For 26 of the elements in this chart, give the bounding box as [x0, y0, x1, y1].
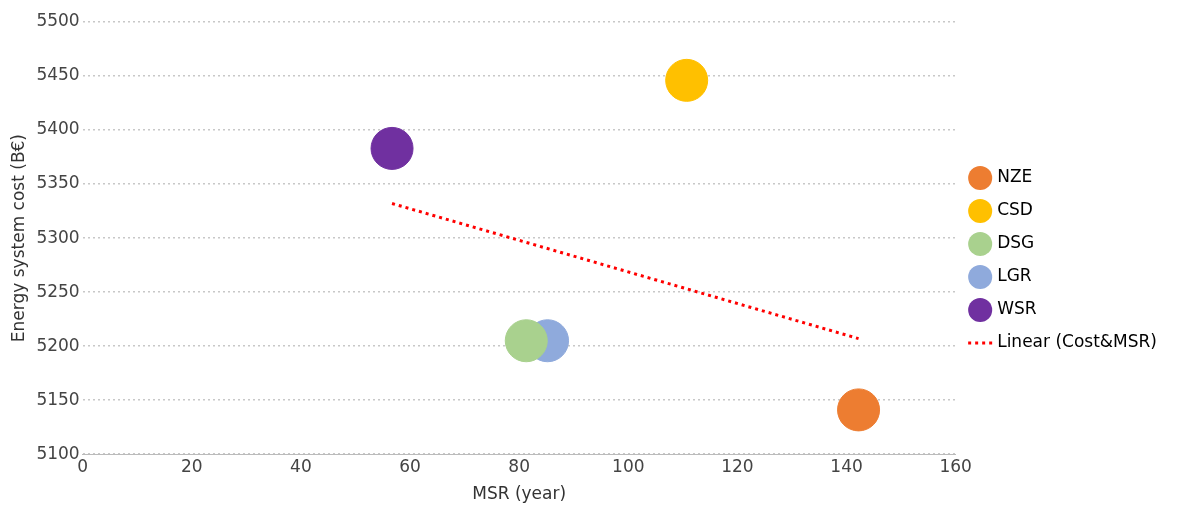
y-tick-label: 5450 — [36, 64, 80, 85]
legend-label: CSD — [997, 199, 1033, 220]
y-tick-label: 5350 — [36, 172, 80, 193]
x-tick-label: 80 — [508, 455, 530, 476]
legend-label: Linear (Cost&MSR) — [997, 331, 1157, 352]
y-tick-label: 5150 — [36, 388, 80, 409]
y-axis-title: Energy system cost (B€) — [7, 134, 28, 343]
x-tick-label: 40 — [290, 455, 312, 476]
x-axis-title: MSR (year) — [472, 483, 567, 504]
x-tick-label: 100 — [612, 455, 645, 476]
y-tick-label: 5500 — [36, 10, 80, 31]
x-tick-label: 120 — [721, 455, 754, 476]
y-tick-label: 5300 — [36, 226, 80, 247]
y-tick-label: 5400 — [36, 118, 80, 139]
x-tick-label: 140 — [830, 455, 863, 476]
x-tick-label: 160 — [939, 455, 972, 476]
legend-label: DSG — [997, 232, 1035, 253]
y-tick-label: 5200 — [36, 334, 80, 355]
legend-label: LGR — [997, 265, 1032, 286]
x-tick-label: 60 — [399, 455, 421, 476]
legend-label: NZE — [997, 166, 1033, 187]
y-tick-label: 5100 — [36, 442, 80, 463]
x-tick-label: 20 — [180, 455, 203, 476]
legend-label: WSR — [997, 298, 1037, 319]
y-tick-label: 5250 — [36, 280, 80, 301]
x-tick-label: 0 — [77, 455, 89, 476]
